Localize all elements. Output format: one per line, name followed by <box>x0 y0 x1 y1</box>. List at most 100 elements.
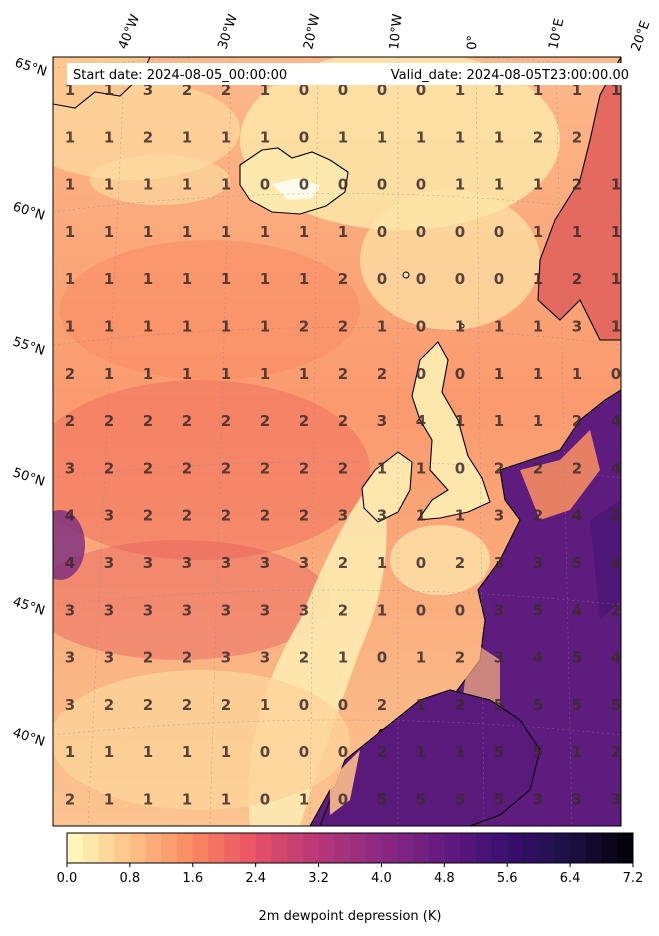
colorbar-cell <box>255 833 272 863</box>
grid-value: 1 <box>104 270 114 288</box>
grid-value: 1 <box>221 223 231 241</box>
grid-value: 2 <box>572 459 582 477</box>
grid-value: 1 <box>533 223 543 241</box>
grid-value: 2 <box>494 459 504 477</box>
grid-value: 3 <box>299 601 309 619</box>
grid-value: 1 <box>416 649 426 667</box>
grid-value: 0 <box>455 223 465 241</box>
grid-value: 1 <box>455 176 465 194</box>
grid-value: 1 <box>455 412 465 430</box>
grid-value: 2 <box>455 554 465 572</box>
grid-value: 2 <box>143 128 153 146</box>
grid-value: 3 <box>221 554 231 572</box>
colorbar-cell <box>145 833 162 863</box>
colorbar-cell <box>507 833 524 863</box>
grid-value: 4 <box>611 649 621 667</box>
colorbar-cell <box>444 833 461 863</box>
grid-value: 0 <box>260 176 270 194</box>
grid-value: 1 <box>416 696 426 714</box>
grid-value: 0 <box>455 459 465 477</box>
colorbar-cell <box>82 833 99 863</box>
grid-value: 0 <box>338 696 348 714</box>
grid-value: 1 <box>65 270 75 288</box>
grid-value: 2 <box>299 459 309 477</box>
colorbar-tick-label: 2.4 <box>245 871 266 886</box>
grid-value: 1 <box>533 412 543 430</box>
grid-value: 1 <box>533 270 543 288</box>
grid-value: 3 <box>260 649 270 667</box>
grid-value: 4 <box>611 459 621 477</box>
grid-value: 2 <box>65 412 75 430</box>
grid-value: 1 <box>65 176 75 194</box>
colorbar-tick-label: 0.0 <box>57 871 78 886</box>
grid-value: 4 <box>611 554 621 572</box>
grid-value: 1 <box>260 128 270 146</box>
colorbar-cell <box>601 833 618 863</box>
grid-value: 0 <box>338 743 348 761</box>
colorbar-cell <box>570 833 587 863</box>
grid-value: 0 <box>611 365 621 383</box>
grid-value: 2 <box>182 649 192 667</box>
grid-value: 1 <box>182 270 192 288</box>
grid-value: 1 <box>182 318 192 336</box>
grid-value: 0 <box>416 81 426 99</box>
grid-value: 5 <box>494 743 504 761</box>
grid-value: 1 <box>65 318 75 336</box>
colorbar-cell <box>239 833 257 863</box>
grid-value: 1 <box>143 318 153 336</box>
grid-value: 5 <box>533 601 543 619</box>
grid-value: 1 <box>377 318 387 336</box>
grid-value: 3 <box>572 791 582 809</box>
grid-value: 3 <box>182 554 192 572</box>
grid-value: 2 <box>260 412 270 430</box>
grid-value: 2 <box>260 507 270 525</box>
grid-value: 4 <box>572 507 582 525</box>
grid-value: 1 <box>104 223 114 241</box>
grid-value: 1 <box>143 791 153 809</box>
grid-value: 4 <box>572 601 582 619</box>
grid-value: 3 <box>65 696 75 714</box>
colorbar-cell <box>585 833 603 863</box>
grid-value: 3 <box>533 554 543 572</box>
grid-value: 2 <box>65 365 75 383</box>
lon-label-20w: 20°W <box>301 12 323 50</box>
grid-value: 3 <box>221 649 231 667</box>
grid-value: 2 <box>104 412 114 430</box>
colorbar-tick-label: 6.4 <box>560 871 581 886</box>
grid-value: 3 <box>143 601 153 619</box>
lat-label-50n: 50°N <box>11 466 47 490</box>
grid-value: 1 <box>104 176 114 194</box>
grid-value: 1 <box>65 743 75 761</box>
colorbar-tick-label: 0.8 <box>120 871 141 886</box>
lon-label-40w: 40°W <box>116 12 143 51</box>
grid-value: 2 <box>182 507 192 525</box>
grid-value: 2 <box>338 270 348 288</box>
grid-value: 2 <box>611 601 621 619</box>
grid-value: 3 <box>494 554 504 572</box>
grid-value: 5 <box>572 696 582 714</box>
grid-value: 0 <box>377 270 387 288</box>
grid-value: 3 <box>494 649 504 667</box>
grid-value: 3 <box>65 459 75 477</box>
colorbar-cell <box>350 833 367 863</box>
grid-value: 1 <box>260 696 270 714</box>
grid-value: 2 <box>377 365 387 383</box>
grid-value: 1 <box>65 223 75 241</box>
grid-value: 3 <box>377 412 387 430</box>
lon-label-0: 0° <box>465 35 481 50</box>
grid-values: 1 1 3 2 2 1 0 0 0 0 1 1 1 1 1 1 1 2 1 1 1 0 1 1 1 1 1 2 2 1 1 1 1 1 0 0 0 0 0 1… <box>65 81 621 809</box>
grid-value: 1 <box>104 81 114 99</box>
grid-value: 1 <box>104 365 114 383</box>
grid-value: 2 <box>104 459 114 477</box>
grid-value: 0 <box>416 554 426 572</box>
grid-value: 0 <box>416 365 426 383</box>
grid-value: 0 <box>494 270 504 288</box>
grid-value: 0 <box>338 176 348 194</box>
grid-value: 2 <box>299 412 309 430</box>
colorbar-cell <box>98 833 115 863</box>
grid-value: 2 <box>143 696 153 714</box>
grid-value: 4 <box>416 412 426 430</box>
grid-value: 0 <box>416 318 426 336</box>
grid-value: 3 <box>221 601 231 619</box>
grid-value: 2 <box>455 649 465 667</box>
